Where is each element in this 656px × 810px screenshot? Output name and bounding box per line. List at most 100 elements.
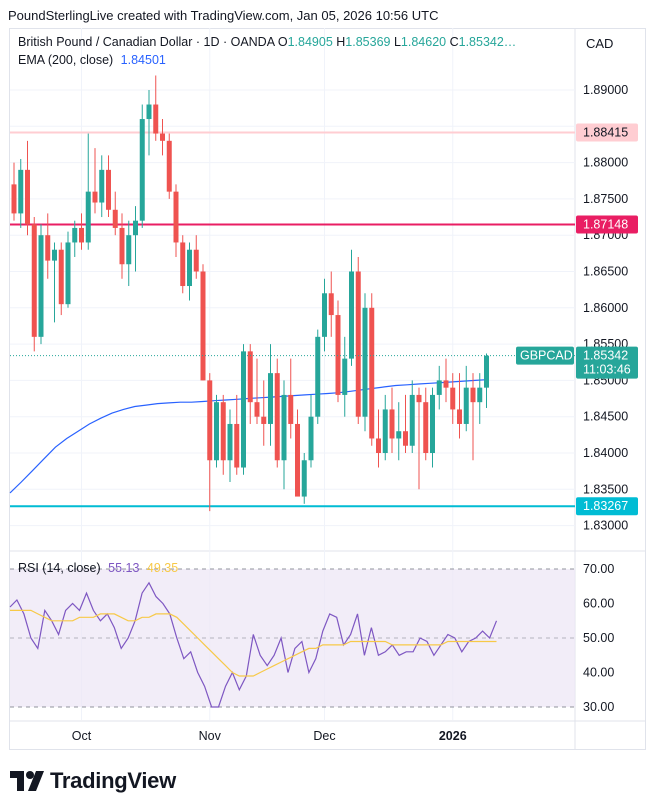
candle-body: [382, 409, 388, 453]
candle-body: [153, 104, 159, 134]
candle-body: [119, 227, 125, 265]
time-tick-label: Dec: [313, 729, 335, 743]
ema-value: 1.84501: [120, 53, 166, 67]
legend-low-value: 1.84620: [400, 35, 447, 49]
candle-body: [416, 394, 422, 403]
candle-body: [409, 394, 415, 446]
candle-body: [45, 235, 51, 261]
rsi-tick-label: 60.00: [583, 597, 614, 611]
time-tick-label: Oct: [72, 729, 92, 743]
candle-body: [72, 227, 78, 243]
candle-body: [65, 242, 71, 305]
candle-body: [355, 271, 361, 417]
level-price-label-bg: [576, 497, 638, 516]
candle-body: [200, 271, 206, 381]
candle-body: [315, 336, 321, 417]
candle-body: [234, 423, 240, 468]
legend-open-value: 1.84905: [287, 35, 333, 49]
candle-body: [484, 355, 489, 388]
candle-body: [436, 380, 442, 395]
candle-body: [322, 293, 327, 337]
candle-body: [31, 224, 37, 337]
candle-body: [139, 119, 145, 221]
candle-body: [99, 169, 105, 203]
candle-body: [423, 402, 429, 453]
candle-body: [173, 191, 179, 243]
candle-body: [227, 423, 233, 461]
candle-body: [362, 307, 368, 417]
candle-body: [133, 220, 138, 236]
candle-body: [477, 387, 483, 403]
candle-body: [396, 431, 402, 439]
rsi-line: [9, 581, 498, 708]
candle-body: [146, 104, 152, 120]
candle-body: [11, 184, 17, 214]
candle-body: [38, 235, 44, 337]
currency-button[interactable]: CAD: [586, 36, 614, 51]
candle-body: [112, 209, 118, 228]
level-price-label: 1.83267: [583, 499, 628, 513]
rsi-tick-label: 30.00: [583, 700, 614, 714]
symbol-tag: GBPCAD: [520, 349, 573, 363]
price-tick-label: 1.86000: [583, 301, 628, 315]
candle-body: [328, 293, 334, 316]
legend-open-label: O: [277, 35, 288, 49]
candle-body: [85, 191, 91, 243]
candle-body: [295, 423, 300, 497]
last-price-label-bg: [576, 346, 638, 379]
level-price-label-bg: [576, 123, 638, 142]
price-tick-label: 1.84500: [583, 410, 628, 424]
candle-body: [207, 380, 213, 461]
rsi-tick-label: 50.00: [583, 631, 614, 645]
time-tick-label: 2026: [439, 729, 467, 743]
candle-body: [180, 242, 186, 287]
tradingview-logo[interactable]: TradingView: [10, 766, 176, 796]
candle-body: [376, 438, 381, 453]
candle-body: [308, 416, 314, 461]
candle-body: [389, 409, 395, 439]
candle-body: [261, 416, 267, 424]
price-tick-label: 1.87500: [583, 192, 628, 206]
candle-body: [92, 191, 98, 203]
tradingview-logo-text: TradingView: [50, 768, 176, 793]
candle-body: [268, 373, 273, 424]
price-tick-label: 1.86500: [583, 265, 628, 279]
candle-body: [160, 133, 165, 141]
ema-label: EMA (200, close): [18, 53, 114, 67]
legend-high-value: 1.85369: [345, 35, 391, 49]
candle-body: [349, 271, 354, 359]
rsi-value: 55.13: [108, 561, 140, 575]
candle-body: [106, 169, 111, 210]
candle-body: [369, 307, 375, 439]
candle-body: [301, 460, 307, 497]
price-tick-label: 1.88000: [583, 156, 628, 170]
candle-body: [220, 402, 226, 461]
last-price-label: 1.85342: [583, 349, 628, 363]
rsi-label: RSI (14, close): [18, 561, 101, 575]
chart-frame: [9, 28, 646, 750]
price-tick-label: 1.83500: [583, 482, 628, 496]
ema-legend: EMA (200, close) 1.84501: [18, 53, 166, 67]
candle-body: [403, 431, 408, 446]
candle-body: [79, 227, 84, 243]
candle-body: [247, 351, 253, 403]
level-price-label-bg: [576, 215, 638, 234]
candle-body: [281, 394, 287, 461]
rsi-tick-label: 70.00: [583, 562, 614, 576]
candle-body: [288, 394, 294, 424]
candle-body: [25, 169, 30, 225]
legend-high-label: H: [336, 35, 346, 49]
tradingview-logo-icon: [10, 771, 44, 791]
candle-body: [457, 409, 462, 424]
candle-body: [18, 169, 24, 214]
candle-body: [126, 235, 132, 265]
rsi-ma-line: [10, 609, 497, 677]
level-price-label: 1.87148: [583, 217, 628, 231]
rsi-legend: RSI (14, close) 55.13 49.35: [18, 561, 178, 575]
symbol-tag-bg: [516, 346, 574, 365]
candle-body: [274, 373, 280, 461]
price-tick-label: 1.84000: [583, 446, 628, 460]
level-price-label: 1.88415: [583, 125, 628, 139]
last-price-countdown: 11:03:46: [583, 363, 631, 377]
